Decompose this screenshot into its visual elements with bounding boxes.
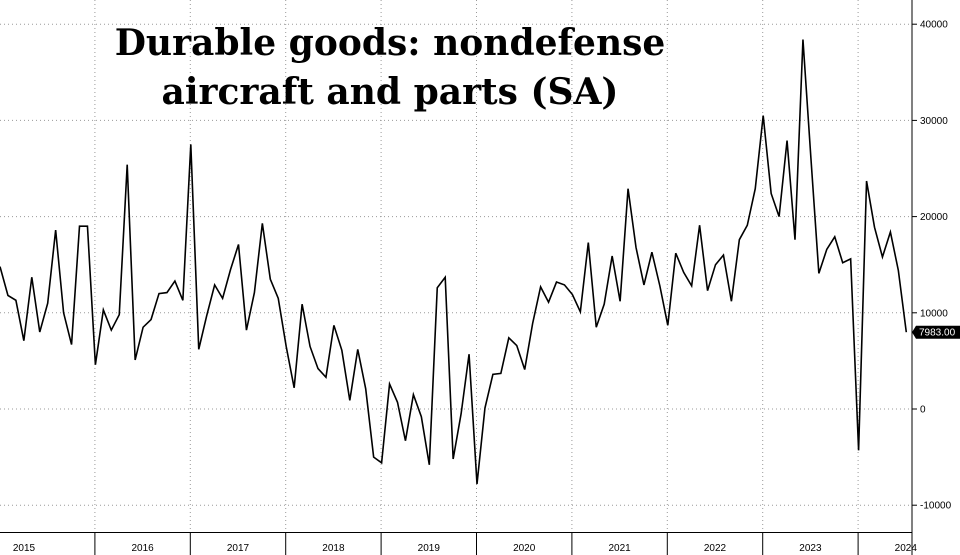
last-value-badge: 7983.00 bbox=[912, 325, 960, 339]
x-year-label: 2023 bbox=[799, 543, 822, 554]
y-tick-label: 0 bbox=[920, 405, 926, 416]
chart-title-line-1: Durable goods: nondefense bbox=[115, 22, 666, 64]
last-value-label: 7983.00 bbox=[919, 328, 956, 339]
y-tick-label: 10000 bbox=[920, 308, 948, 319]
x-year-label: 2016 bbox=[131, 543, 154, 554]
y-tick-label: -10000 bbox=[920, 501, 952, 512]
title-layer: Durable goods: nondefense aircraft and p… bbox=[115, 22, 666, 113]
x-year-label: 2019 bbox=[418, 543, 441, 554]
x-year-label: 2024 bbox=[895, 543, 918, 554]
y-tick-label: 40000 bbox=[920, 20, 948, 31]
x-year-label: 2022 bbox=[704, 543, 727, 554]
x-year-label: 2021 bbox=[608, 543, 631, 554]
y-tick-label: 20000 bbox=[920, 212, 948, 223]
x-year-label: 2020 bbox=[513, 543, 536, 554]
chart-title-line-2: aircraft and parts (SA) bbox=[162, 71, 619, 113]
x-year-label: 2015 bbox=[13, 543, 36, 554]
y-tick-label: 30000 bbox=[920, 116, 948, 127]
grid-layer bbox=[0, 0, 912, 533]
axis-layer bbox=[0, 0, 917, 555]
x-year-label: 2018 bbox=[322, 543, 345, 554]
series-line bbox=[0, 39, 908, 485]
x-year-label: 2017 bbox=[227, 543, 250, 554]
last-value-badge-shape bbox=[912, 325, 960, 339]
series-layer bbox=[0, 39, 908, 485]
label-layer: -10000 0 10000 20000 30000 40000 2015 2016 2017 2… bbox=[13, 20, 960, 554]
